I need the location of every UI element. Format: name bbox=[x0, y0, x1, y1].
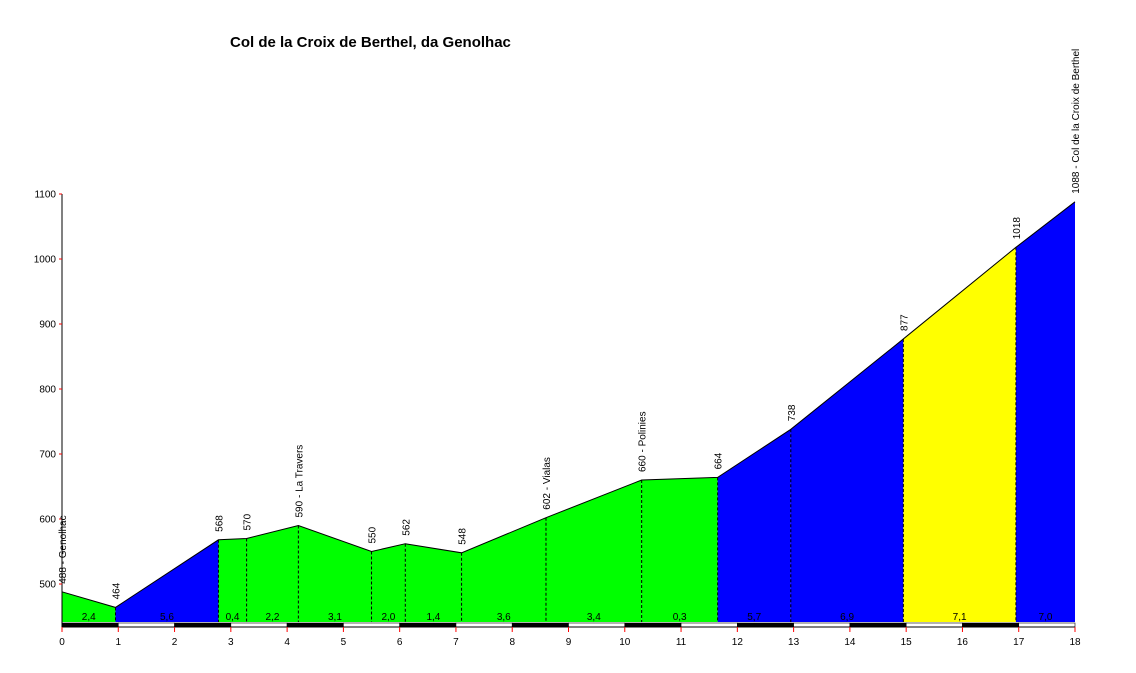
segment-gradient-label: 7,0 bbox=[1039, 612, 1053, 623]
segment-gradient-label: 1,4 bbox=[426, 612, 440, 623]
x-tick-label: 13 bbox=[788, 637, 800, 648]
km-bar-segment bbox=[117, 622, 175, 628]
point-label: 664 bbox=[714, 452, 725, 469]
x-tick-label: 5 bbox=[341, 637, 347, 648]
segment-gradient-label: 3,4 bbox=[587, 612, 601, 623]
km-bar-segment bbox=[624, 622, 682, 628]
x-tick-label: 1 bbox=[115, 637, 121, 648]
km-bar-segment bbox=[568, 622, 626, 628]
km-bar-segment bbox=[399, 622, 457, 628]
profile-segment bbox=[461, 517, 546, 622]
km-bar-segment bbox=[849, 622, 907, 628]
segment-gradient-label: 0,3 bbox=[673, 612, 687, 623]
x-tick-label: 6 bbox=[397, 637, 403, 648]
km-bar-segment bbox=[174, 622, 232, 628]
point-label: 568 bbox=[214, 515, 225, 532]
x-tick-label: 12 bbox=[732, 637, 744, 648]
profile-segment bbox=[62, 591, 116, 622]
y-tick-label: 500 bbox=[39, 580, 56, 591]
x-tick-label: 17 bbox=[1013, 637, 1025, 648]
profile-segment bbox=[405, 543, 462, 622]
y-tick-label: 1000 bbox=[34, 255, 57, 266]
profile-segment bbox=[298, 525, 372, 622]
segment-gradient-label: 6,9 bbox=[840, 612, 854, 623]
km-bar-segment bbox=[455, 622, 513, 628]
km-bar-segment bbox=[286, 622, 344, 628]
segment-gradient-label: 5,6 bbox=[160, 612, 174, 623]
km-bar-segment bbox=[962, 622, 1020, 628]
km-bar-segment bbox=[737, 622, 794, 628]
profile-segment bbox=[371, 543, 406, 622]
km-bar-segment bbox=[511, 622, 569, 628]
km-bar-segment bbox=[905, 622, 963, 628]
point-label: 738 bbox=[787, 404, 798, 421]
x-tick-label: 10 bbox=[619, 637, 631, 648]
point-label: 660 - Polinies bbox=[638, 411, 649, 472]
y-tick-label: 1100 bbox=[34, 190, 56, 201]
x-tick-label: 2 bbox=[172, 637, 178, 648]
km-bar-segment bbox=[793, 622, 851, 628]
segment-gradient-label: 0,4 bbox=[226, 612, 240, 623]
y-tick-label: 800 bbox=[39, 385, 56, 396]
segment-gradient-label: 3,1 bbox=[328, 612, 342, 623]
x-tick-label: 15 bbox=[901, 637, 913, 648]
x-tick-label: 14 bbox=[844, 637, 856, 648]
x-tick-label: 18 bbox=[1069, 637, 1081, 648]
km-bar-segment bbox=[343, 622, 400, 628]
x-tick-label: 7 bbox=[453, 637, 459, 648]
point-label: 550 bbox=[368, 526, 379, 543]
y-tick-label: 700 bbox=[39, 450, 56, 461]
profile-segment bbox=[790, 338, 904, 622]
point-label: 1018 bbox=[1012, 217, 1023, 240]
y-tick-label: 600 bbox=[39, 515, 56, 526]
point-label: 602 - Vialas bbox=[542, 457, 553, 510]
segment-gradient-label: 2,2 bbox=[266, 612, 280, 623]
km-bar-segment bbox=[680, 622, 738, 628]
x-tick-label: 8 bbox=[509, 637, 515, 648]
point-label: 877 bbox=[899, 314, 910, 331]
x-tick-label: 16 bbox=[957, 637, 969, 648]
segment-gradient-label: 7,1 bbox=[953, 612, 967, 623]
chart-title: Col de la Croix de Berthel, da Genolhac bbox=[230, 34, 511, 51]
profile-segment bbox=[641, 477, 718, 622]
x-tick-label: 0 bbox=[59, 637, 65, 648]
profile-segment bbox=[545, 480, 642, 622]
profile-segment bbox=[717, 429, 791, 622]
segment-gradient-label: 3,6 bbox=[497, 612, 511, 623]
km-bar-segment bbox=[230, 622, 288, 628]
point-label: 488 - Genolhac bbox=[58, 515, 69, 583]
profile-segment bbox=[1015, 201, 1075, 623]
segment-gradient-label: 2,4 bbox=[82, 612, 96, 623]
point-label: 562 bbox=[401, 519, 412, 536]
segment-gradient-label: 5,7 bbox=[747, 612, 761, 623]
point-label: 1088 - Col de la Croix de Berthel bbox=[1071, 49, 1082, 194]
segment-gradient-label: 2,0 bbox=[381, 612, 395, 623]
km-bar-segment bbox=[61, 622, 119, 628]
x-tick-label: 3 bbox=[228, 637, 234, 648]
profile-segment bbox=[246, 525, 299, 622]
x-tick-label: 11 bbox=[676, 637, 687, 648]
point-label: 570 bbox=[243, 513, 254, 530]
profile-segment bbox=[903, 247, 1016, 623]
y-tick-label: 900 bbox=[39, 320, 56, 331]
point-label: 548 bbox=[458, 528, 469, 545]
point-label: 590 - La Travers bbox=[294, 445, 305, 518]
km-bar-segment bbox=[1018, 622, 1076, 628]
profile-segment bbox=[218, 538, 247, 622]
x-tick-label: 4 bbox=[284, 637, 290, 648]
x-tick-label: 9 bbox=[566, 637, 572, 648]
point-label: 464 bbox=[111, 582, 122, 599]
profile-segment bbox=[115, 539, 219, 622]
